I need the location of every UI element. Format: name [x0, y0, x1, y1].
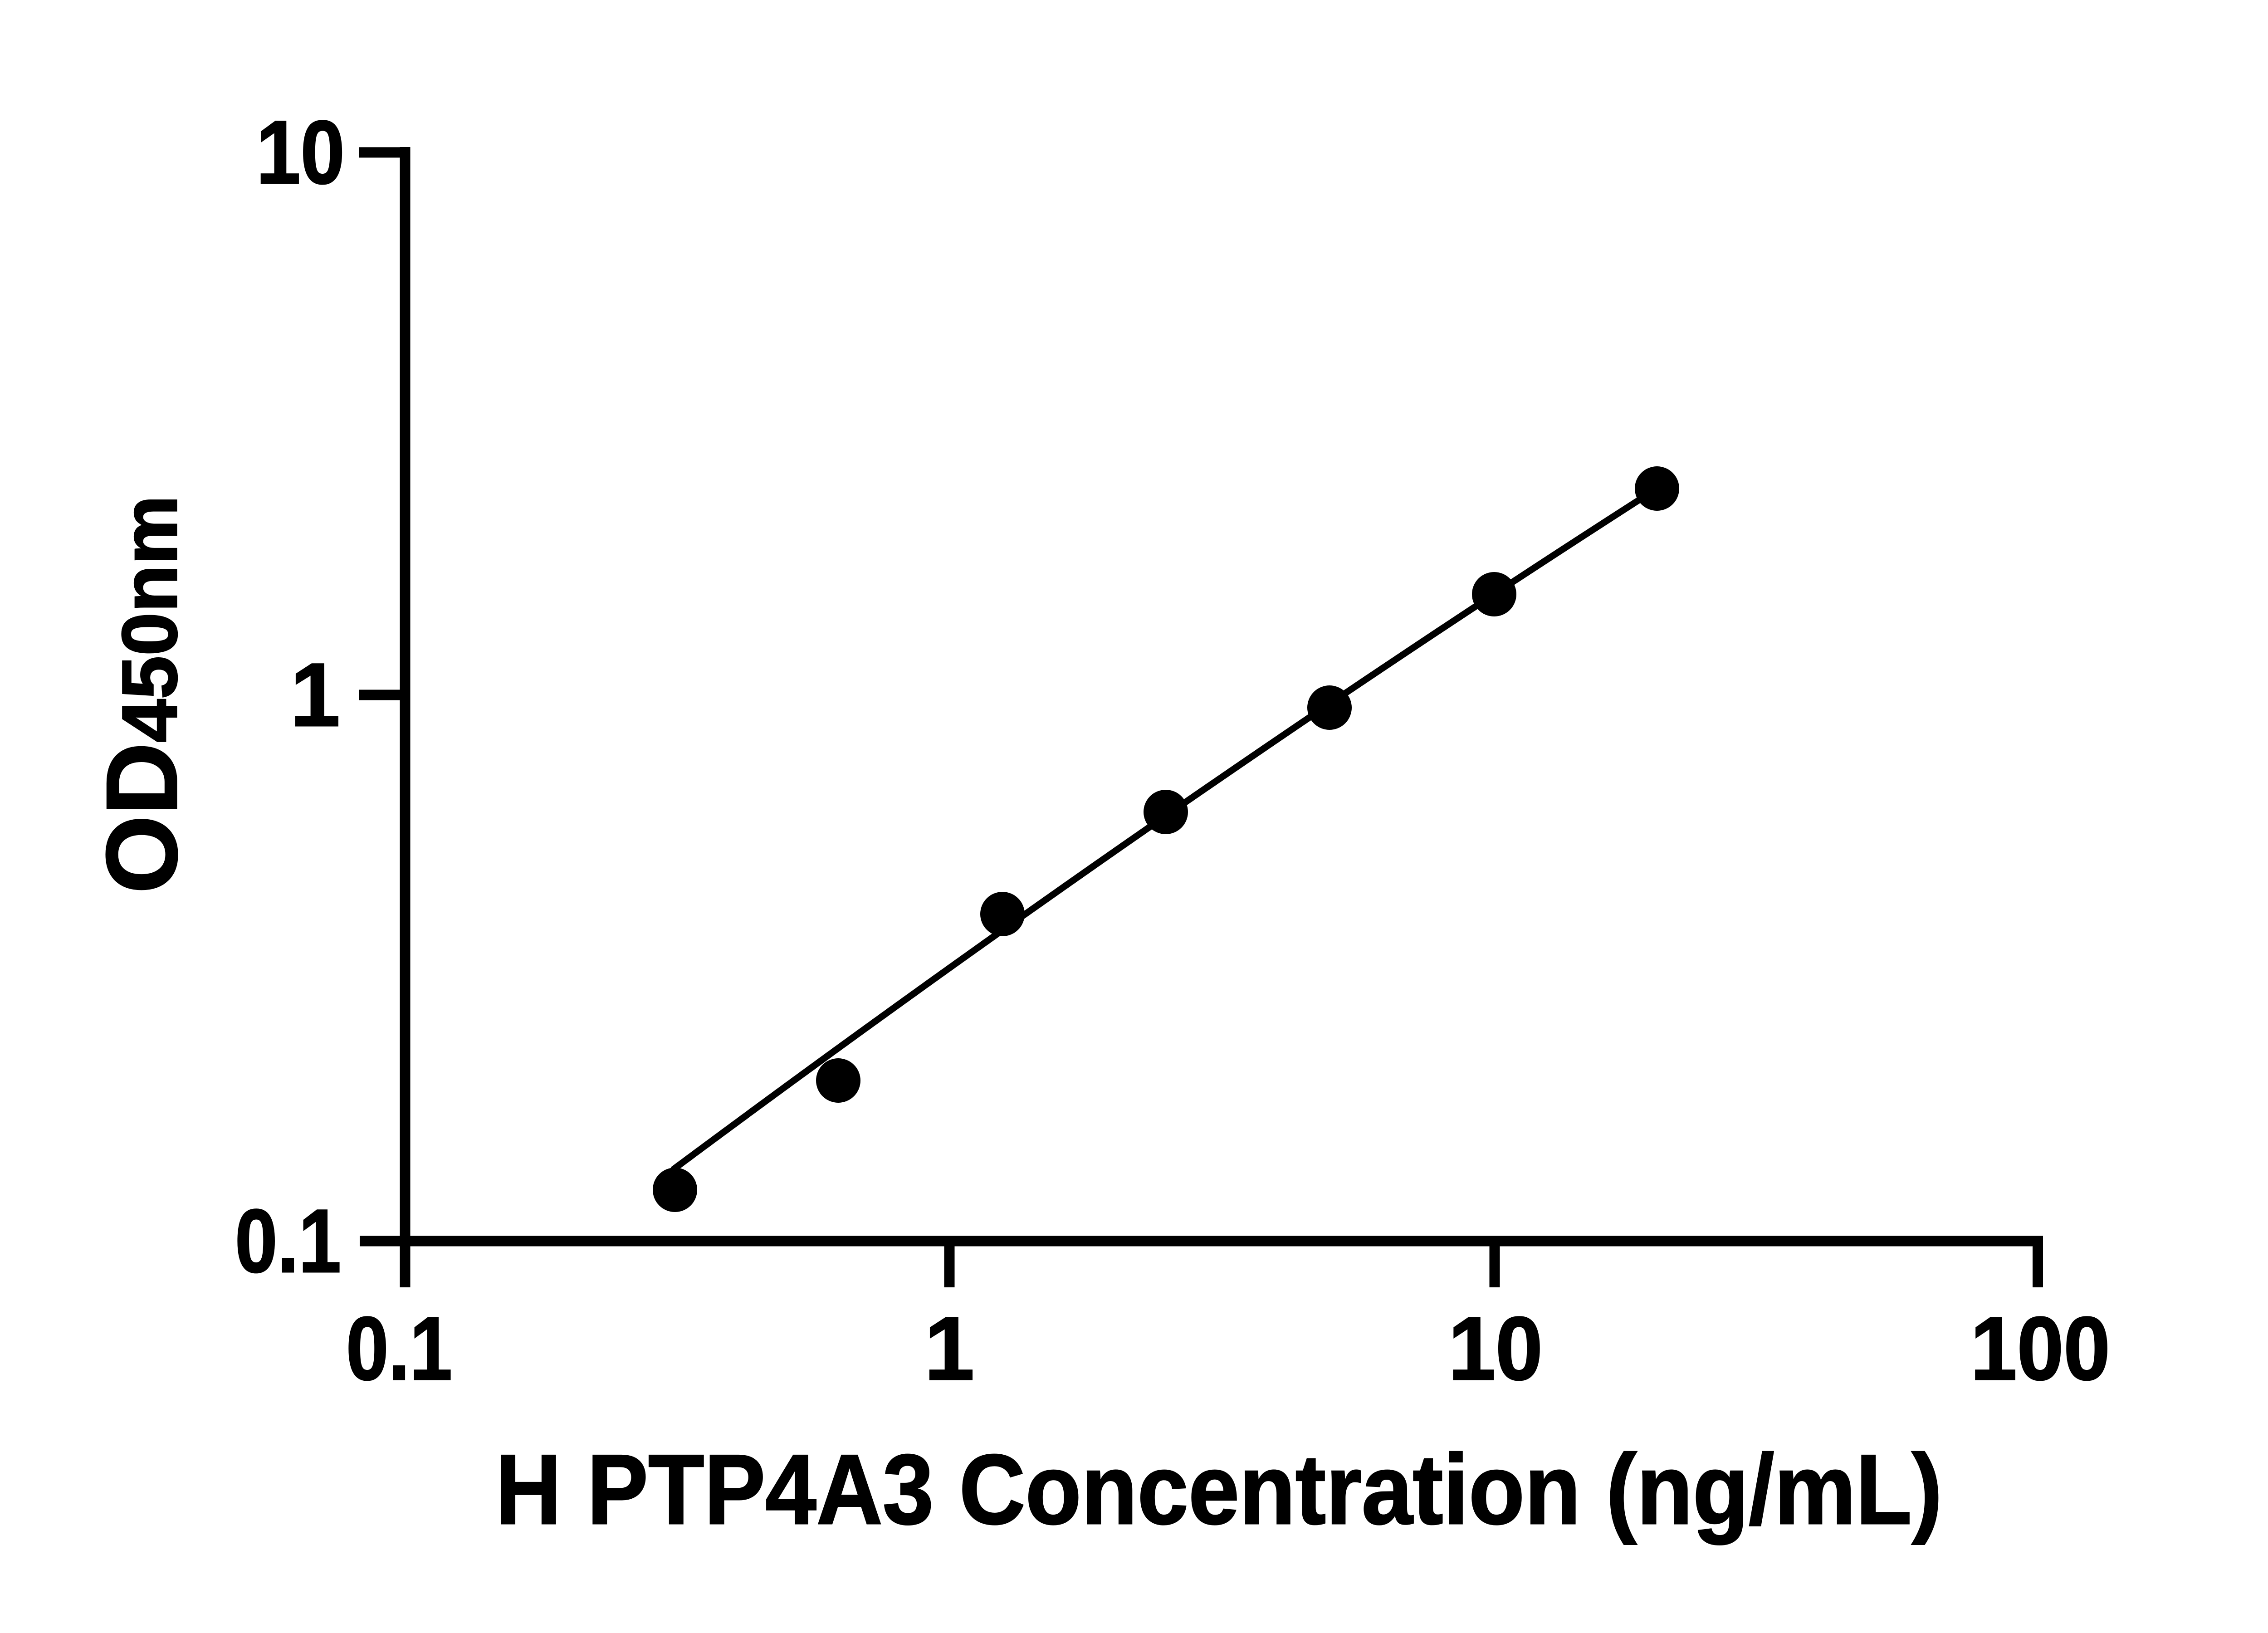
svg-text:10: 10 — [1448, 1298, 1543, 1398]
svg-text:1: 1 — [924, 1298, 974, 1398]
svg-text:100: 100 — [1970, 1298, 2110, 1398]
svg-text:1: 1 — [290, 645, 340, 745]
svg-text:OD450nm: OD450nm — [86, 495, 198, 894]
svg-text:H PTP4A3 Concentration (ng/mL): H PTP4A3 Concentration (ng/mL) — [495, 1434, 1942, 1545]
svg-text:10: 10 — [256, 102, 345, 202]
svg-text:0.1: 0.1 — [235, 1191, 341, 1291]
svg-text:0.1: 0.1 — [346, 1298, 452, 1398]
